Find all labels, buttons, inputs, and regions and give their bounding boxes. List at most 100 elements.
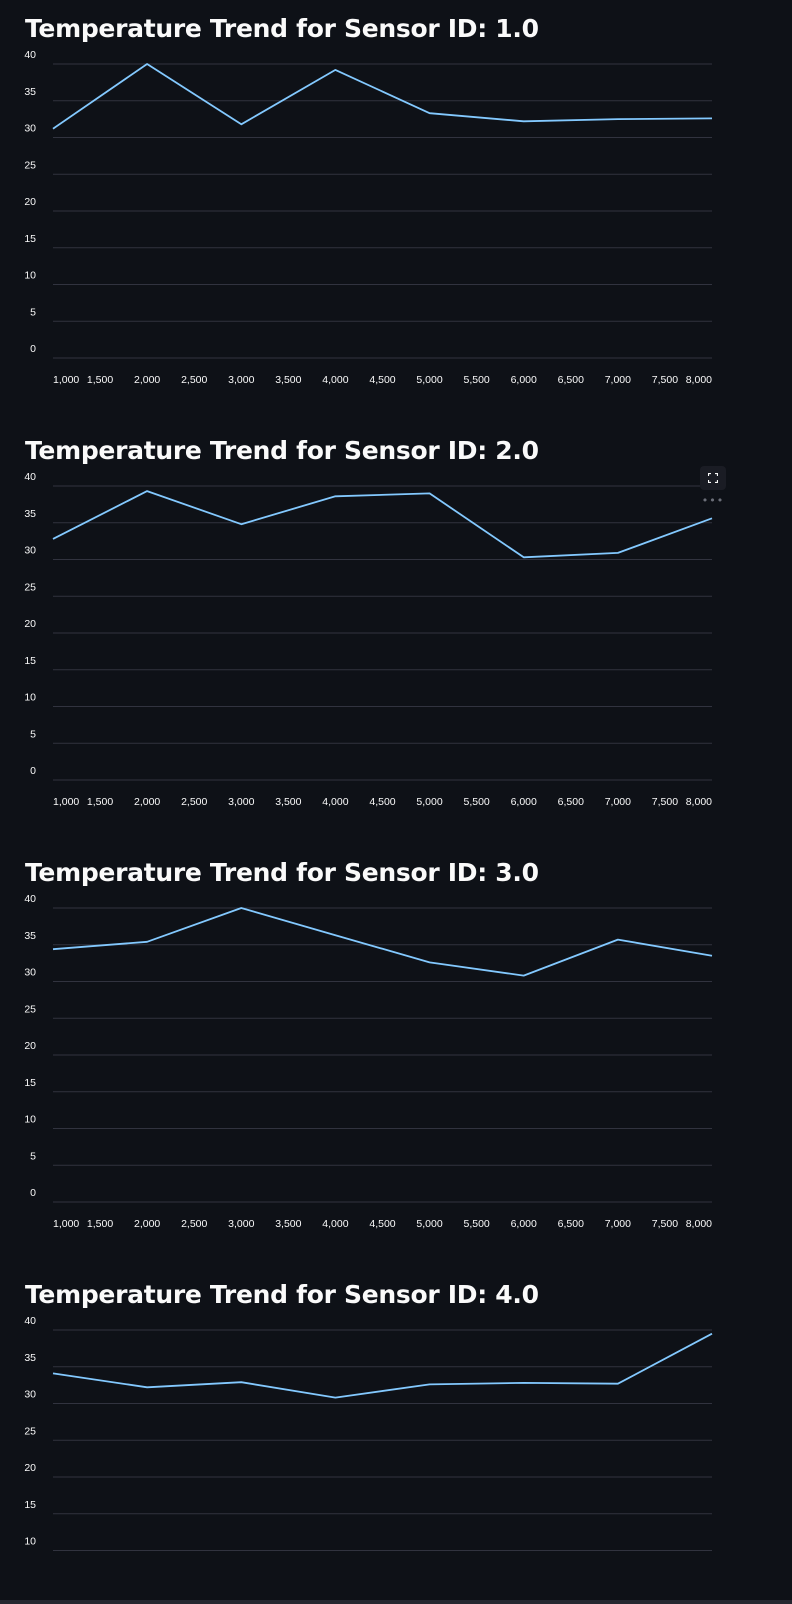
data-point[interactable]: [144, 488, 150, 494]
x-tick-label: 8,000: [686, 374, 712, 386]
y-tick-label: 30: [24, 123, 36, 135]
data-point[interactable]: [427, 959, 433, 965]
temperature-series-line[interactable]: [52, 490, 713, 559]
data-point[interactable]: [50, 536, 56, 542]
data-point[interactable]: [521, 118, 527, 124]
x-tick-label: 2,000: [134, 374, 160, 386]
data-point[interactable]: [144, 1384, 150, 1390]
y-tick-label: 10: [24, 1114, 36, 1126]
more-options-button[interactable]: •••: [701, 494, 725, 507]
x-tick-label: 3,500: [275, 1218, 301, 1230]
data-point[interactable]: [521, 973, 527, 979]
data-point[interactable]: [427, 110, 433, 116]
temperature-series-line[interactable]: [52, 63, 713, 130]
x-tick-label: 4,000: [322, 1218, 348, 1230]
x-tick-label: 5,000: [416, 796, 442, 808]
x-tick-label: 4,500: [369, 374, 395, 386]
data-point[interactable]: [615, 550, 621, 556]
chart-title: Temperature Trend for Sensor ID: 2.0: [25, 436, 539, 465]
y-tick-label: 35: [24, 1352, 36, 1364]
temperature-line-chart[interactable]: 0 5 10 15 20 25 30 35 40 1,000 1,500 2,000 2,500 3,00…: [0, 0, 792, 410]
data-point[interactable]: [709, 115, 715, 121]
x-tick-label: 7,000: [605, 374, 631, 386]
data-point[interactable]: [238, 521, 244, 527]
y-tick-label: 5: [30, 728, 36, 740]
x-tick-label: 1,000: [53, 1218, 79, 1230]
y-tick-label: 35: [24, 86, 36, 98]
y-tick-label: 5: [30, 306, 36, 318]
x-tick-label: 1,000: [53, 796, 79, 808]
x-tick-label: 6,000: [511, 1218, 537, 1230]
data-point[interactable]: [709, 953, 715, 959]
x-tick-label: 6,500: [558, 796, 584, 808]
temperature-line-chart[interactable]: 10 15 20 25 30 35 40: [0, 1266, 792, 1604]
data-point[interactable]: [50, 1370, 56, 1376]
data-point[interactable]: [332, 493, 338, 499]
data-point[interactable]: [238, 905, 244, 911]
x-tick-label: 4,000: [322, 796, 348, 808]
y-tick-label: 30: [24, 1389, 36, 1401]
x-tick-label: 3,000: [228, 374, 254, 386]
data-point[interactable]: [615, 1381, 621, 1387]
data-point[interactable]: [50, 126, 56, 132]
chart-title: Temperature Trend for Sensor ID: 3.0: [25, 858, 539, 887]
data-point[interactable]: [709, 1331, 715, 1337]
x-tick-label: 5,000: [416, 374, 442, 386]
data-point[interactable]: [238, 121, 244, 127]
data-point[interactable]: [144, 939, 150, 945]
x-tick-label: 5,000: [416, 1218, 442, 1230]
x-tick-label: 6,500: [558, 1218, 584, 1230]
x-tick-label: 2,500: [181, 374, 207, 386]
x-tick-label: 3,000: [228, 796, 254, 808]
x-tick-label: 6,000: [511, 374, 537, 386]
data-point[interactable]: [427, 490, 433, 496]
temperature-line-chart[interactable]: 0 5 10 15 20 25 30 35 40 1,000 1,500 2,000 2,500 3,00…: [0, 844, 792, 1254]
data-point[interactable]: [332, 67, 338, 73]
x-tick-label: 1,500: [87, 1218, 113, 1230]
data-point[interactable]: [238, 1379, 244, 1385]
x-tick-label: 1,500: [87, 796, 113, 808]
y-tick-label: 20: [24, 1040, 36, 1052]
x-tick-label: 5,500: [464, 1218, 490, 1230]
x-tick-label: 3,500: [275, 374, 301, 386]
x-tick-label: 6,000: [511, 796, 537, 808]
y-tick-label: 30: [24, 545, 36, 557]
data-point[interactable]: [521, 1380, 527, 1386]
temperature-series-line[interactable]: [52, 907, 713, 977]
fullscreen-button[interactable]: [700, 466, 726, 490]
y-tick-label: 40: [24, 49, 36, 61]
temperature-line-chart[interactable]: 0 5 10 15 20 25 30 35 40 1,000 1,500 2,000 2,500 3,00…: [0, 422, 792, 832]
y-tick-label: 5: [30, 1150, 36, 1162]
y-tick-label: 35: [24, 508, 36, 520]
y-tick-label: 15: [24, 655, 36, 667]
data-point[interactable]: [615, 937, 621, 943]
x-tick-label: 8,000: [686, 1218, 712, 1230]
x-tick-label: 4,500: [369, 1218, 395, 1230]
data-point[interactable]: [332, 1395, 338, 1401]
temperature-series-line[interactable]: [52, 1332, 713, 1399]
y-tick-label: 0: [30, 765, 36, 777]
y-tick-label: 40: [24, 1315, 36, 1327]
data-point[interactable]: [50, 946, 56, 952]
x-tick-label: 4,000: [322, 374, 348, 386]
y-tick-label: 20: [24, 618, 36, 630]
y-tick-label: 0: [30, 343, 36, 355]
data-point[interactable]: [709, 515, 715, 521]
x-tick-label: 7,500: [652, 1218, 678, 1230]
y-tick-label: 25: [24, 581, 36, 593]
x-tick-label: 7,500: [652, 796, 678, 808]
chart-title: Temperature Trend for Sensor ID: 4.0: [25, 1280, 539, 1309]
fullscreen-icon: [708, 473, 718, 483]
x-tick-label: 7,000: [605, 1218, 631, 1230]
y-tick-label: 10: [24, 1536, 36, 1548]
y-tick-label: 40: [24, 893, 36, 905]
data-point[interactable]: [332, 932, 338, 938]
data-point[interactable]: [521, 554, 527, 560]
horizontal-scrollbar[interactable]: [0, 1600, 792, 1604]
x-tick-label: 2,500: [181, 796, 207, 808]
y-tick-label: 10: [24, 692, 36, 704]
y-tick-label: 25: [24, 1425, 36, 1437]
data-point[interactable]: [144, 61, 150, 67]
data-point[interactable]: [427, 1381, 433, 1387]
data-point[interactable]: [615, 116, 621, 122]
